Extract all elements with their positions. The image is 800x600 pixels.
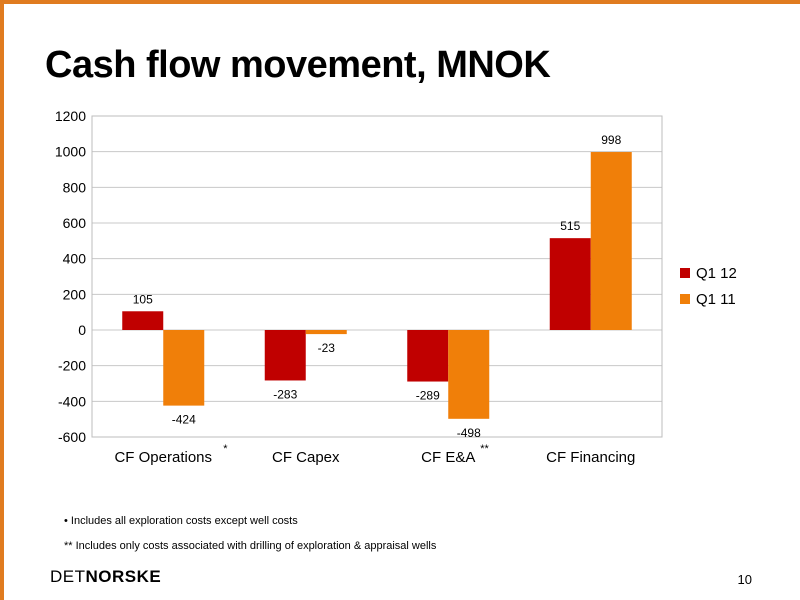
page-number: 10 [737, 572, 752, 587]
company-logo: DETNORSKE [50, 567, 161, 587]
y-tick-label: 200 [63, 286, 87, 302]
y-tick-label: 1200 [55, 108, 86, 124]
category-footnote-marker: * [223, 443, 228, 455]
bar-q1-11 [448, 330, 490, 419]
data-label: 105 [133, 292, 153, 306]
y-tick-label: 0 [78, 322, 86, 338]
data-label: -289 [416, 389, 440, 403]
data-label: -424 [172, 413, 196, 427]
data-label: -23 [318, 341, 336, 355]
y-tick-label: 1000 [55, 144, 86, 160]
bar-q1-12 [122, 311, 164, 330]
slide-title: Cash flow movement, MNOK [45, 44, 551, 86]
footnote-exploration-costs: • Includes all exploration costs except … [64, 515, 298, 527]
bar-q1-12 [549, 238, 591, 330]
y-tick-label: 400 [63, 251, 87, 267]
plot-area-border [91, 115, 663, 438]
y-tick-label: 600 [63, 215, 87, 231]
y-tick-label: -600 [58, 429, 86, 445]
x-category-label: CF Capex [272, 449, 340, 466]
y-tick-label: -200 [58, 358, 86, 374]
bar-q1-11 [305, 330, 347, 335]
x-category-label: CF Financing [546, 449, 635, 466]
data-label: -498 [457, 426, 481, 440]
footnote-drilling-costs: ** Includes only costs associated with d… [64, 540, 437, 552]
x-category-label: CF Operations [114, 449, 212, 466]
data-label: -283 [273, 387, 297, 401]
logo-text-det: DET [50, 567, 86, 586]
legend-label: Q1 12 [696, 265, 737, 282]
y-tick-label: 800 [63, 179, 87, 195]
legend-swatch [680, 268, 690, 278]
bar-q1-11 [163, 330, 205, 406]
data-label: 515 [560, 219, 580, 233]
frame-left-border [0, 0, 4, 600]
legend-label: Q1 11 [696, 291, 736, 308]
legend-swatch [680, 294, 690, 304]
frame-top-border [0, 0, 800, 4]
x-category-label: CF E&A [421, 449, 475, 466]
y-tick-label: -400 [58, 393, 86, 409]
bar-q1-11 [590, 152, 632, 330]
bar-q1-12 [407, 330, 449, 382]
bar-q1-12 [264, 330, 306, 381]
data-label: 998 [601, 133, 621, 147]
logo-text-norske: NORSKE [85, 567, 162, 586]
category-footnote-marker: ** [480, 443, 489, 455]
